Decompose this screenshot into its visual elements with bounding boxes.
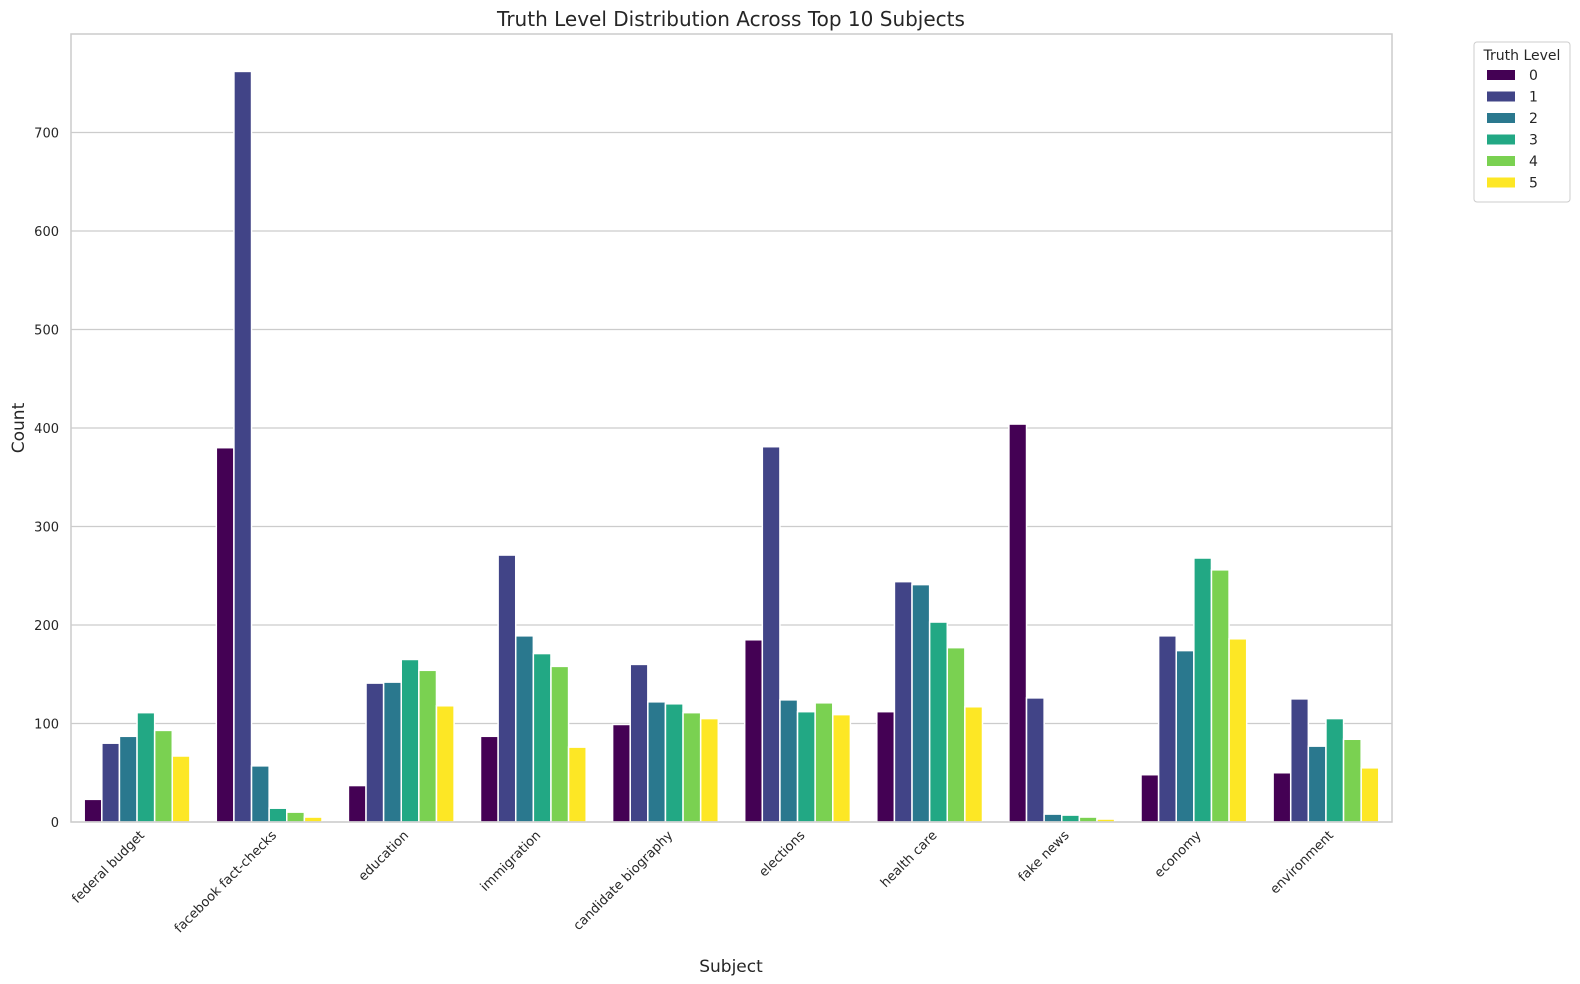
bar xyxy=(550,665,570,823)
x-tick-label: health care xyxy=(878,828,941,891)
x-tick-label: immigration xyxy=(478,828,544,894)
bar xyxy=(382,681,402,823)
grid-lines xyxy=(71,131,1392,823)
bar xyxy=(268,807,288,823)
bar xyxy=(876,710,896,823)
bar xyxy=(101,742,121,823)
chart-title: Truth Level Distribution Across Top 10 S… xyxy=(496,7,965,31)
bar xyxy=(946,646,966,823)
bar xyxy=(611,723,631,823)
y-axis-ticks: 0 100 200 300 400 500 600 700 xyxy=(34,127,59,832)
bar xyxy=(832,713,852,823)
legend-label: 2 xyxy=(1529,111,1538,127)
bar xyxy=(1008,423,1028,823)
bar xyxy=(1210,569,1230,823)
x-tick-label: facebook fact-checks xyxy=(172,828,280,936)
bar xyxy=(1025,697,1045,823)
bar xyxy=(928,621,949,823)
x-tick-label: environment xyxy=(1268,828,1337,897)
bar xyxy=(964,706,984,823)
x-tick-label: education xyxy=(356,828,412,884)
bar xyxy=(682,711,702,823)
bar xyxy=(118,735,138,823)
bar xyxy=(233,70,253,823)
legend-swatch xyxy=(1487,113,1515,123)
y-tick-label: 100 xyxy=(34,718,59,733)
bar xyxy=(171,755,191,823)
bar xyxy=(479,735,499,823)
bars xyxy=(83,70,1380,823)
bar xyxy=(647,701,667,823)
bar xyxy=(814,702,834,823)
y-tick-label: 500 xyxy=(34,324,59,339)
y-tick-label: 200 xyxy=(34,619,59,634)
x-tick-label: economy xyxy=(1152,828,1205,881)
bar xyxy=(1360,767,1380,823)
bar xyxy=(400,658,420,823)
bar xyxy=(629,663,649,823)
x-tick-label: candidate biography xyxy=(571,828,677,934)
bar xyxy=(1140,773,1160,823)
bar xyxy=(664,703,684,823)
bar xyxy=(1043,813,1063,823)
y-tick-label: 300 xyxy=(34,521,59,536)
legend-label: 5 xyxy=(1529,176,1538,192)
x-tick-label: fake news xyxy=(1016,828,1073,885)
bar xyxy=(893,580,913,823)
bar xyxy=(1061,814,1081,823)
legend-label: 0 xyxy=(1529,68,1538,84)
legend-label: 4 xyxy=(1529,154,1538,170)
bar xyxy=(365,682,385,823)
bar xyxy=(567,746,587,823)
y-axis-label: Count xyxy=(9,402,29,453)
bar xyxy=(435,705,455,823)
bar xyxy=(1193,557,1213,823)
plot-frame xyxy=(70,33,1393,823)
bar xyxy=(779,699,799,823)
x-axis-label: Subject xyxy=(699,957,763,977)
y-tick-label: 600 xyxy=(34,225,59,240)
legend-swatch xyxy=(1487,177,1515,188)
bar xyxy=(532,652,552,823)
legend-swatch xyxy=(1487,134,1515,145)
bar xyxy=(497,554,517,823)
legend-label: 1 xyxy=(1529,90,1538,106)
legend-swatch xyxy=(1487,70,1515,80)
bar xyxy=(1307,745,1327,823)
legend: Truth Level 0 1 2 3 4 5 xyxy=(1473,41,1571,203)
bar xyxy=(347,784,367,823)
legend-label: 3 xyxy=(1529,133,1538,149)
x-tick-label: elections xyxy=(756,828,808,880)
legend-swatch xyxy=(1487,156,1515,166)
x-tick-label: federal budget xyxy=(69,828,147,906)
bar xyxy=(136,711,156,823)
x-axis-ticks: federal budget facebook fact-checks educat… xyxy=(69,828,1336,936)
bar xyxy=(1272,772,1292,823)
bar xyxy=(796,710,816,823)
bar xyxy=(286,811,306,823)
bar xyxy=(418,669,438,823)
bar xyxy=(1175,649,1195,823)
y-tick-label: 700 xyxy=(34,127,59,142)
bar xyxy=(1228,638,1248,823)
legend-swatch xyxy=(1487,91,1515,102)
bar xyxy=(514,635,535,823)
bar xyxy=(761,445,781,823)
bar xyxy=(911,583,931,823)
bar xyxy=(1342,738,1362,823)
bar xyxy=(699,717,720,823)
bar xyxy=(250,765,270,823)
bar xyxy=(743,639,764,823)
bar xyxy=(215,446,235,823)
y-tick-label: 400 xyxy=(34,422,59,437)
legend-title: Truth Level xyxy=(1483,48,1561,64)
y-tick-label: 0 xyxy=(51,816,59,831)
bar xyxy=(1325,717,1345,823)
bar xyxy=(1157,635,1177,823)
bar xyxy=(83,798,103,823)
bar xyxy=(1289,698,1310,823)
bar xyxy=(153,729,174,823)
